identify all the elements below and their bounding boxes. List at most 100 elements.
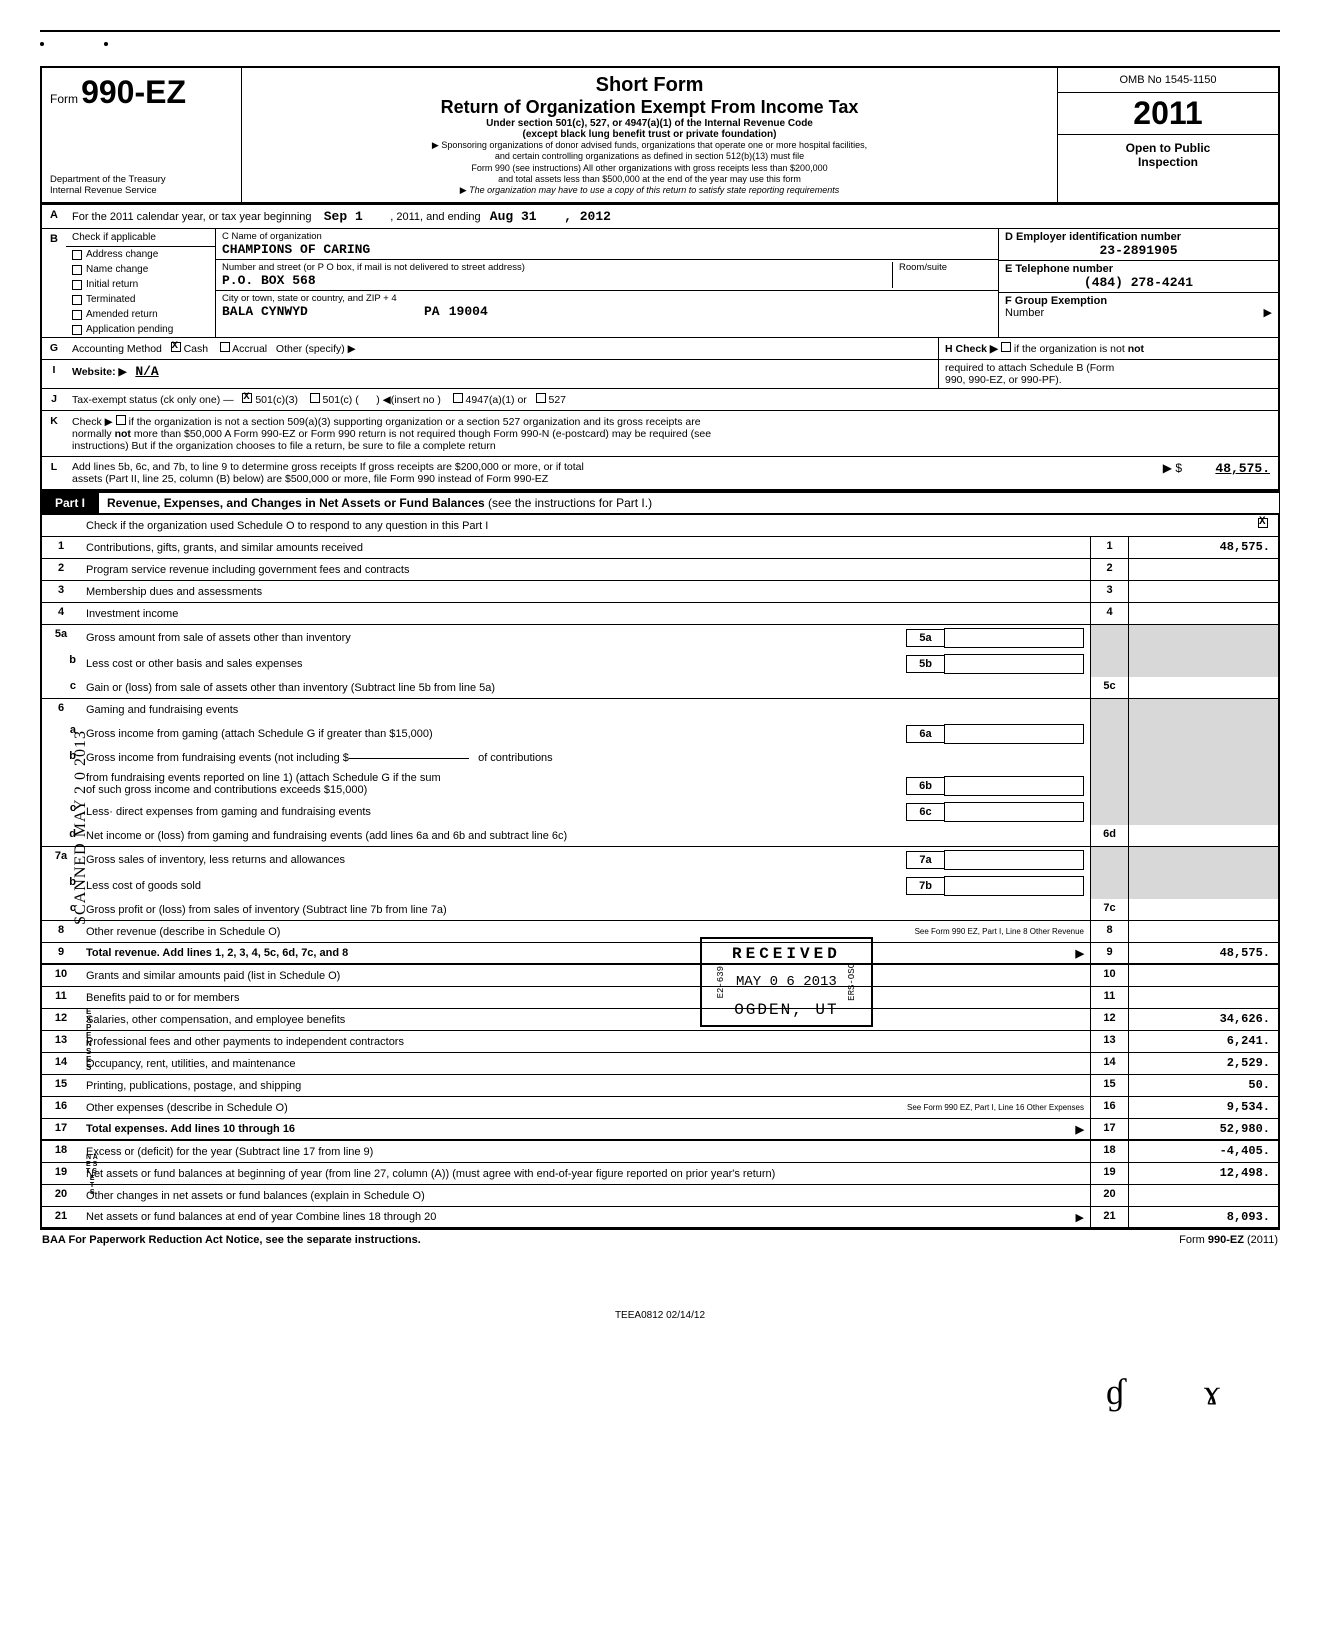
row-l-body: Add lines 5b, 6c, and 7b, to line 9 to d… — [66, 457, 1058, 489]
line-1: 1 Contributions, gifts, grants, and simi… — [42, 537, 1278, 559]
l10-desc: Grants and similar amounts paid (list in… — [80, 965, 1090, 986]
opt-initial-return[interactable]: Initial return — [66, 277, 215, 292]
h-tail: if the organization is not — [1014, 343, 1125, 355]
control-line2: Form 990 (see instructions) All other or… — [252, 163, 1047, 174]
opt-name-change[interactable]: Name change — [66, 262, 215, 277]
sponsor-line: ▶ Sponsoring organizations of donor advi… — [252, 140, 1047, 151]
l6a-desc: Gross income from gaming (attach Schedul… — [80, 721, 1090, 747]
l16-note: See Form 990 EZ, Part I, Line 16 Other E… — [907, 1103, 1084, 1112]
l4-desc: Investment income — [80, 603, 1090, 624]
4947-checkbox[interactable] — [453, 393, 463, 403]
cash-checkbox[interactable]: X — [171, 342, 181, 352]
opt-pending[interactable]: Application pending — [66, 322, 215, 337]
org-name: CHAMPIONS OF CARING — [222, 242, 370, 257]
h-tail3: 990, 990-EZ, or 990-PF). — [945, 374, 1062, 386]
other-label: Other (specify) ▶ — [276, 343, 356, 355]
h-tail2: required to attach Schedule B (Form — [945, 362, 1114, 374]
group-exempt-row: F Group Exemption Number ▶ — [999, 293, 1278, 321]
label-g: G — [42, 338, 66, 358]
line-11: 11 Benefits paid to or for members 11 — [42, 987, 1278, 1009]
copy-text: The organization may have to use a copy … — [469, 185, 839, 195]
501c-checkbox[interactable] — [310, 393, 320, 403]
line-8: 8 Other revenue (describe in Schedule O)… — [42, 921, 1278, 943]
line-7c: c Gross profit or (loss) from sales of i… — [42, 899, 1278, 921]
l17-desc: Total expenses. Add lines 10 through 16 … — [80, 1119, 1090, 1139]
opt-address-change[interactable]: Address change — [66, 247, 215, 262]
a-end-month: Aug 31 — [490, 209, 537, 224]
l17-text: Total expenses. Add lines 10 through 16 — [86, 1123, 295, 1135]
l2-desc: Program service revenue including govern… — [80, 559, 1090, 580]
l7b-text: Less cost of goods sold — [86, 880, 201, 892]
h-text: H Check ▶ — [945, 343, 998, 355]
l6b-desc2: from fundraising events reported on line… — [80, 769, 1090, 799]
h-cont: required to attach Schedule B (Form 990,… — [938, 360, 1278, 388]
label-k: K — [42, 411, 66, 431]
opt-amended[interactable]: Amended return — [66, 307, 215, 322]
l7a-text: Gross sales of inventory, less returns a… — [86, 854, 345, 866]
row-k-body: Check ▶ if the organization is not a sec… — [66, 411, 1278, 456]
received-text: RECEIVED — [716, 945, 857, 963]
city-value: BALA CYNWYD — [222, 304, 308, 319]
line-6a: a Gross income from gaming (attach Sched… — [42, 721, 1278, 747]
l21-text: Net assets or fund balances at end of ye… — [86, 1211, 436, 1223]
signatures: ɠɤ — [40, 1371, 1280, 1413]
527-checkbox[interactable] — [536, 393, 546, 403]
form-number: 990-EZ — [81, 74, 186, 110]
line-6: 6 Gaming and fundraising events — [42, 699, 1278, 721]
form-prefix: Form — [50, 92, 78, 106]
row-j: J Tax-exempt status (ck only one) — X 50… — [40, 389, 1280, 411]
accrual-checkbox[interactable] — [220, 342, 230, 352]
4947-label: 4947(a)(1) or — [466, 394, 527, 406]
arrow-icon: ▶ — [1264, 306, 1272, 319]
cash-label: Cash — [184, 343, 209, 355]
phone-value: (484) 278-4241 — [1005, 275, 1272, 290]
open-public-l1: Open to Public — [1062, 141, 1274, 155]
k-checkbox[interactable] — [116, 415, 126, 425]
omb-number: OMB No 1545-1150 — [1058, 68, 1278, 93]
l11-desc: Benefits paid to or for members — [80, 987, 1090, 1008]
l19-desc: Net assets or fund balances at beginning… — [80, 1163, 1090, 1184]
a-mid: , 2011, and ending — [390, 211, 480, 223]
opt-label: Terminated — [86, 294, 135, 305]
sched-o-checkbox[interactable]: X — [1248, 515, 1278, 536]
line-19: 19 Net assets or fund balances at beginn… — [42, 1163, 1278, 1185]
line-14: 14 Occupancy, rent, utilities, and maint… — [42, 1053, 1278, 1075]
opt-label: Amended return — [86, 309, 158, 320]
org-name-row: C Name of organization CHAMPIONS OF CARI… — [216, 229, 998, 260]
l6c-text: Less· direct expenses from gaming and fu… — [86, 806, 371, 818]
label-j: J — [42, 389, 66, 409]
check-applicable-col: Check if applicable Address change Name … — [66, 229, 216, 337]
h-checkbox[interactable] — [1001, 342, 1011, 352]
top-rule — [40, 30, 1280, 32]
scanned-stamp: SCANNED MAY 2 0 2013 — [72, 730, 90, 925]
l5c-desc: Gain or (loss) from sale of assets other… — [80, 677, 1090, 698]
l3-desc: Membership dues and assessments — [80, 581, 1090, 602]
label-a: A — [42, 205, 66, 228]
line-15: 15 Printing, publications, postage, and … — [42, 1075, 1278, 1097]
row-k: K Check ▶ if the organization is not a s… — [40, 411, 1280, 457]
l15-val: 50. — [1128, 1075, 1278, 1096]
line-10: 10 Grants and similar amounts paid (list… — [42, 965, 1278, 987]
l18-desc: Excess or (deficit) for the year (Subtra… — [80, 1141, 1090, 1162]
line-21: 21 Net assets or fund balances at end of… — [42, 1207, 1278, 1230]
l13-val: 6,241. — [1128, 1031, 1278, 1052]
sponsor-text: Sponsoring organizations of donor advise… — [441, 140, 867, 150]
label-b: B — [42, 229, 66, 337]
sched-o-text: Check if the organization used Schedule … — [80, 515, 1248, 536]
l6b-line1: from fundraising events reported on line… — [86, 772, 441, 784]
tax-year: 2011 — [1058, 93, 1278, 135]
l13-desc: Professional fees and other payments to … — [80, 1031, 1090, 1052]
l6b-post: of contributions — [478, 752, 553, 764]
schedule-o-check-row: Check if the organization used Schedule … — [42, 515, 1278, 537]
l7c-desc: Gross profit or (loss) from sales of inv… — [80, 899, 1090, 920]
l6b-desc1: Gross income from fundraising events (no… — [80, 747, 1090, 769]
501c3-checkbox[interactable]: X — [242, 393, 252, 403]
l9-desc: Total revenue. Add lines 1, 2, 3, 4, 5c,… — [80, 943, 1090, 963]
j-text: Tax-exempt status (ck only one) — — [72, 394, 234, 406]
right-info-col: D Employer identification number 23-2891… — [998, 229, 1278, 337]
state-value: PA — [424, 304, 440, 319]
street-label: Number and street (or P O box, if mail i… — [222, 262, 892, 273]
part1-tail: (see the instructions for Part I.) — [488, 496, 652, 510]
line-20: 20 Other changes in net assets or fund b… — [42, 1185, 1278, 1207]
opt-terminated[interactable]: Terminated — [66, 292, 215, 307]
